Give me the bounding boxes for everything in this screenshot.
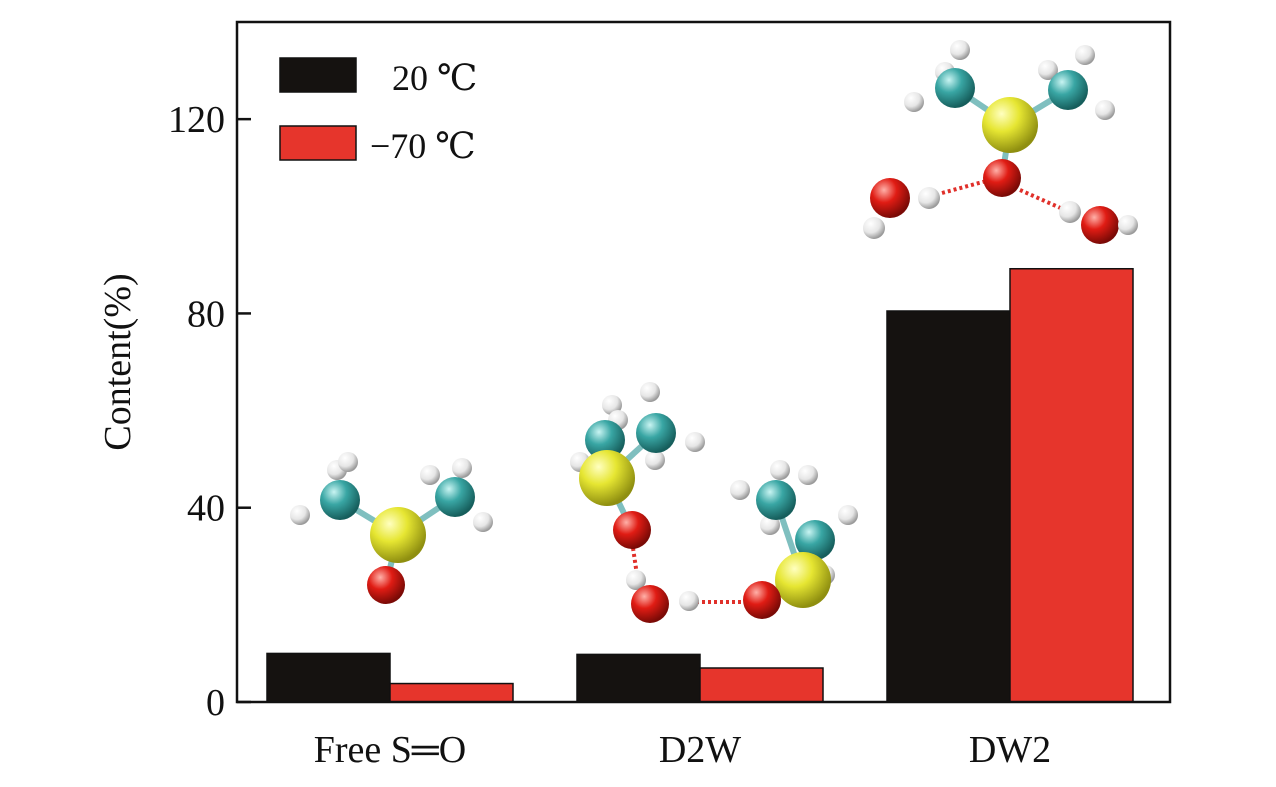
atom-H (338, 452, 358, 472)
atom-H (626, 570, 646, 590)
atom-H (602, 395, 622, 415)
atom-C (756, 480, 796, 520)
molecule-insets (290, 40, 1138, 623)
bar-minus70c-2 (1009, 267, 1134, 703)
atom-O (1081, 206, 1119, 244)
bar-minus70c-0 (389, 682, 514, 703)
atom-O (983, 159, 1021, 197)
atom-H (420, 465, 440, 485)
bar-20c-1 (576, 653, 701, 703)
atom-H (679, 591, 699, 611)
atom-C (636, 413, 676, 453)
legend: 20 ℃ −70 ℃ (279, 57, 477, 166)
y-tick-label: 0 (206, 682, 225, 724)
atom-H (798, 465, 818, 485)
atom-H (838, 505, 858, 525)
legend-swatch-minus70c (279, 125, 357, 161)
x-tick-label: D2W (659, 729, 741, 771)
legend-swatch-20c (279, 57, 357, 93)
bar-minus70c-1 (699, 667, 824, 703)
atom-H (640, 382, 660, 402)
x-tick-label: Free S═O (314, 729, 467, 771)
atom-C (320, 480, 360, 520)
bar-20c-2 (886, 310, 1011, 703)
atom-H (1075, 45, 1095, 65)
atom-H (760, 515, 780, 535)
atom-O (870, 178, 910, 218)
atom-O (631, 585, 669, 623)
hydrogen-bond (1019, 188, 1066, 212)
atom-S (579, 450, 635, 506)
atom-H (685, 432, 705, 452)
atom-S (775, 552, 831, 608)
atom-H (290, 505, 310, 525)
plot-frame (235, 20, 1172, 704)
y-axis-label: Content(%) (97, 273, 139, 450)
atom-C (435, 477, 475, 517)
atom-O (613, 511, 651, 549)
molecule-d2w (570, 382, 858, 623)
bars-layer (266, 267, 1134, 703)
atom-H (918, 187, 940, 209)
atom-O (367, 566, 405, 604)
axes: 0 40 80 120 Free S═O D2W DW2 (168, 20, 1172, 771)
atom-C (935, 68, 975, 108)
atom-H (473, 512, 493, 532)
atom-O (743, 581, 781, 619)
legend-label-20c: 20 ℃ (392, 58, 477, 98)
y-tick-label: 40 (187, 488, 225, 530)
atom-C (585, 420, 625, 460)
atom-H (1095, 100, 1115, 120)
atom-H (1118, 215, 1138, 235)
atom-H (730, 480, 750, 500)
atom-H (904, 92, 924, 112)
atom-H (645, 450, 665, 470)
atom-C (1048, 70, 1088, 110)
x-tick-label: DW2 (969, 729, 1051, 771)
y-tick-label: 120 (168, 99, 225, 141)
molecule-free-so (290, 452, 493, 604)
atom-H (1038, 60, 1058, 80)
hydrogen-bond (631, 547, 639, 576)
y-tick-label: 80 (187, 293, 225, 335)
hydrogen-bond (941, 178, 991, 195)
atom-H (950, 40, 970, 60)
atom-H (452, 458, 472, 478)
atom-C (795, 520, 835, 560)
atom-S (370, 507, 426, 563)
atom-H (1059, 201, 1081, 223)
legend-label-minus70c: −70 ℃ (370, 126, 476, 166)
molecule-dw2 (863, 40, 1138, 244)
atom-H (863, 217, 885, 239)
atom-H (770, 460, 790, 480)
atom-S (982, 97, 1038, 153)
bar-20c-0 (266, 652, 391, 703)
